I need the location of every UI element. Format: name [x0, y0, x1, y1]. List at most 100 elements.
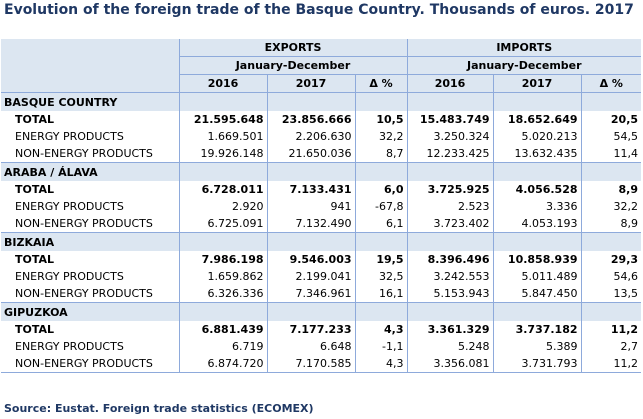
region-header-row: BASQUE COUNTRY	[1, 92, 642, 111]
row-label: NON-ENERGY PRODUCTS	[1, 285, 179, 303]
value-cell-i16: 12.233.425	[406, 145, 494, 163]
region-name: GIPUZKOA	[1, 302, 179, 321]
value-cell-e17: 7.177.233	[266, 321, 355, 338]
header-corner	[1, 74, 179, 93]
value-cell-i16: 8.396.496	[406, 251, 494, 268]
value-cell-i16: 3.356.081	[406, 355, 494, 373]
header-corner	[1, 39, 179, 57]
table-row: NON-ENERGY PRODUCTS 6.326.336 7.346.961 16,…	[1, 285, 642, 303]
value-cell-ip: 29,3	[580, 251, 642, 268]
imports-2016-header: 2016	[406, 74, 494, 93]
value-cell-i17: 13.632.435	[492, 145, 582, 163]
value-cell-i17: 3.737.182	[492, 321, 582, 338]
table-row: ENERGY PRODUCTS 2.920 941 -67,8 2.523 3.336 32…	[1, 198, 642, 215]
region-header-cell	[580, 92, 642, 111]
value-cell-ep: 6,0	[354, 181, 408, 198]
value-cell-ip: 20,5	[580, 111, 642, 128]
value-cell-i17: 3.731.793	[492, 355, 582, 373]
row-label: TOTAL	[15, 113, 55, 126]
table-row: ENERGY PRODUCTS 6.719 6.648 -1,1 5.248 5.389 2…	[1, 338, 642, 355]
value-cell-ep: -67,8	[354, 198, 408, 215]
row-label: ENERGY PRODUCTS	[15, 200, 124, 213]
value-cell-ep: 10,5	[354, 111, 408, 128]
value-cell-e16: 7.986.198	[178, 251, 267, 268]
value-cell-ep: 4,3	[354, 355, 408, 373]
value-cell-e17: 7.133.431	[266, 181, 355, 198]
value-cell-e16: 19.926.148	[178, 145, 267, 163]
value-cell-e16: 21.595.648	[178, 111, 267, 128]
region-header-cell	[178, 232, 267, 251]
table-row: NON-ENERGY PRODUCTS 6.874.720 7.170.585 4,3…	[1, 355, 642, 373]
value-cell-i16: 5.153.943	[406, 285, 494, 303]
value-cell-e16: 6.728.011	[178, 181, 267, 198]
region-header-cell	[580, 302, 642, 321]
region-header-cell	[406, 232, 494, 251]
region-header-cell	[580, 232, 642, 251]
table-row: TOTAL 21.595.648 23.856.666 10,5 15.483.749 1…	[1, 111, 642, 128]
exports-header: EXPORTS	[178, 39, 408, 57]
region-header-cell	[492, 92, 582, 111]
value-cell-e16: 6.719	[178, 338, 267, 355]
value-cell-ip: 11,4	[580, 145, 642, 163]
region-header-cell	[406, 302, 494, 321]
value-cell-e17: 6.648	[266, 338, 355, 355]
value-cell-ep: 16,1	[354, 285, 408, 303]
value-cell-i17: 18.652.649	[492, 111, 582, 128]
value-cell-ep: -1,1	[354, 338, 408, 355]
row-label: NON-ENERGY PRODUCTS	[1, 355, 179, 373]
row-label: ENERGY PRODUCTS	[15, 270, 124, 283]
value-cell-i17: 5.020.213	[492, 128, 582, 145]
table-row: TOTAL 6.728.011 7.133.431 6,0 3.725.925 4.056…	[1, 181, 642, 198]
value-cell-ip: 32,2	[580, 198, 642, 215]
value-cell-ip: 2,7	[580, 338, 642, 355]
value-cell-i17: 3.336	[492, 198, 582, 215]
region-header-cell	[492, 162, 582, 181]
value-cell-ip: 8,9	[580, 181, 642, 198]
exports-2017-header: 2017	[266, 74, 355, 93]
region-header-cell	[354, 162, 408, 181]
exports-pct-header: Δ %	[354, 74, 408, 93]
value-cell-e17: 7.170.585	[266, 355, 355, 373]
value-cell-ep: 32,5	[354, 268, 408, 285]
value-cell-ep: 6,1	[354, 215, 408, 233]
value-cell-i16: 15.483.749	[406, 111, 494, 128]
value-cell-ep: 8,7	[354, 145, 408, 163]
region-header-cell	[354, 232, 408, 251]
source-note: Source: Eustat. Foreign trade statistics…	[4, 402, 314, 415]
table-body: BASQUE COUNTRY TOTAL 21.595.648 23.856.666 1…	[1, 92, 642, 373]
table-row: TOTAL 7.986.198 9.546.003 19,5 8.396.496 10.8…	[1, 251, 642, 268]
value-cell-ip: 11,2	[580, 355, 642, 373]
region-header-cell	[354, 92, 408, 111]
value-cell-e17: 2.199.041	[266, 268, 355, 285]
table-row: NON-ENERGY PRODUCTS 19.926.148 21.650.036 8…	[1, 145, 642, 163]
value-cell-i17: 5.847.450	[492, 285, 582, 303]
imports-period-header: January-December	[406, 56, 642, 75]
value-cell-e16: 2.920	[178, 198, 267, 215]
region-header-cell	[178, 92, 267, 111]
region-header-cell	[492, 302, 582, 321]
value-cell-i16: 2.523	[406, 198, 494, 215]
region-header-cell	[266, 162, 355, 181]
value-cell-e17: 9.546.003	[266, 251, 355, 268]
value-cell-ip: 54,6	[580, 268, 642, 285]
header-corner	[1, 56, 179, 75]
table-row: ENERGY PRODUCTS 1.659.862 2.199.041 32,5 3.2…	[1, 268, 642, 285]
region-header-cell	[266, 232, 355, 251]
exports-period-header: January-December	[178, 56, 408, 75]
region-name: ARABA / ÁLAVA	[1, 162, 179, 181]
imports-pct-header: Δ %	[580, 74, 642, 93]
value-cell-e16: 1.659.862	[178, 268, 267, 285]
imports-header: IMPORTS	[406, 39, 642, 57]
region-header-cell	[178, 162, 267, 181]
value-cell-ip: 8,9	[580, 215, 642, 233]
region-header-row: GIPUZKOA	[1, 302, 642, 321]
exports-2016-header: 2016	[178, 74, 267, 93]
value-cell-ip: 11,2	[580, 321, 642, 338]
region-header-cell	[406, 92, 494, 111]
value-cell-i16: 3.361.329	[406, 321, 494, 338]
value-cell-i16: 3.250.324	[406, 128, 494, 145]
table-row: TOTAL 6.881.439 7.177.233 4,3 3.361.329 3.737…	[1, 321, 642, 338]
value-cell-e16: 6.326.336	[178, 285, 267, 303]
value-cell-e17: 2.206.630	[266, 128, 355, 145]
value-cell-i17: 4.053.193	[492, 215, 582, 233]
